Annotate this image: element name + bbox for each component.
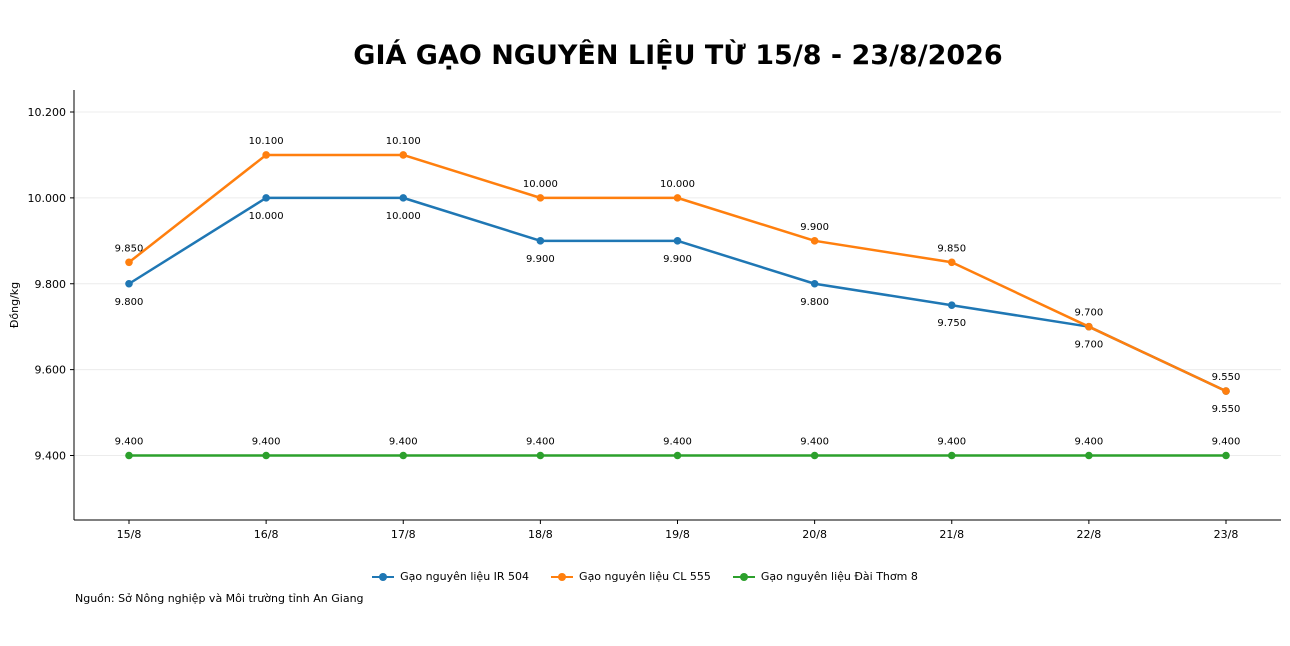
data-label: 9.850 (937, 243, 966, 254)
data-label: 10.000 (523, 179, 558, 190)
data-label: 9.550 (1212, 404, 1241, 415)
data-point (536, 451, 545, 460)
data-point (673, 194, 682, 202)
data-point (673, 451, 682, 460)
data-label: 9.400 (115, 437, 144, 448)
chart-title: GIÁ GẠO NGUYÊN LIỆU TỪ 15/8 - 23/8/2026 (353, 40, 1003, 71)
legend-label: Gạo nguyên liệu IR 504 (400, 570, 530, 583)
y-tick-label: 9.800 (35, 278, 67, 291)
data-label: 10.100 (249, 136, 284, 147)
series-line-0 (128, 196, 1227, 393)
data-label: 9.750 (937, 318, 966, 329)
data-point (810, 451, 819, 460)
data-label: 9.800 (115, 297, 144, 308)
data-label: 10.000 (660, 179, 695, 190)
data-label: 9.400 (800, 437, 829, 448)
legend-swatch (551, 571, 574, 583)
legend-item: Gạo nguyên liệu CL 555 (551, 570, 711, 583)
legend-item: Gạo nguyên liệu Đài Thơm 8 (732, 570, 918, 583)
data-label: 10.100 (386, 136, 421, 147)
source-note: Nguồn: Sở Nông nghiệp và Môi trường tỉnh… (75, 592, 364, 605)
data-label: 9.400 (252, 437, 281, 448)
series-line-1 (128, 153, 1227, 393)
data-point (673, 237, 682, 245)
legend-label: Gạo nguyên liệu CL 555 (579, 570, 711, 583)
data-label: 10.000 (249, 211, 284, 222)
data-label: 10.000 (386, 211, 421, 222)
data-label: 9.550 (1212, 372, 1241, 383)
data-point (1222, 387, 1230, 395)
data-label: 9.700 (1075, 340, 1104, 351)
x-tick-label: 18/8 (528, 528, 553, 541)
y-tick-label: 9.400 (35, 450, 67, 463)
y-tick-label: 10.000 (28, 192, 67, 205)
legend-swatch (372, 571, 395, 583)
y-axis-label: Đồng/kg (8, 282, 21, 328)
data-point (399, 151, 408, 159)
data-label: 9.400 (663, 437, 692, 448)
x-tick-label: 17/8 (391, 528, 416, 541)
legend-swatch (732, 571, 755, 583)
x-tick-label: 21/8 (939, 528, 964, 541)
data-point (399, 194, 408, 202)
data-point (947, 301, 956, 310)
data-point (536, 237, 545, 245)
x-tick-label: 22/8 (1077, 528, 1102, 541)
data-point (125, 258, 133, 267)
data-point (399, 451, 408, 460)
data-point (125, 451, 133, 460)
data-label: 9.800 (800, 297, 829, 308)
data-point (1085, 322, 1093, 331)
data-point (262, 151, 270, 159)
x-tick-label: 16/8 (254, 528, 279, 541)
data-point (947, 258, 956, 267)
data-label: 9.700 (1075, 308, 1104, 319)
data-label: 9.900 (663, 254, 692, 265)
data-point (810, 237, 819, 245)
data-point (262, 194, 270, 202)
x-tick-label: 20/8 (802, 528, 827, 541)
data-point (125, 279, 133, 288)
data-label: 9.400 (937, 437, 966, 448)
x-tick-label: 23/8 (1214, 528, 1239, 541)
data-label: 9.900 (800, 222, 829, 233)
data-point (1085, 451, 1093, 460)
legend-item: Gạo nguyên liệu IR 504 (372, 570, 529, 583)
data-point (810, 279, 819, 288)
data-label: 9.400 (1212, 437, 1241, 448)
y-tick-label: 10.200 (28, 106, 67, 119)
data-point (947, 451, 956, 460)
data-point (536, 194, 545, 202)
data-label: 9.400 (389, 437, 418, 448)
data-point (1222, 451, 1230, 460)
y-tick-label: 9.600 (35, 364, 67, 377)
data-point (262, 451, 270, 460)
data-label: 9.400 (1075, 437, 1104, 448)
data-label: 9.900 (526, 254, 555, 265)
data-label: 9.400 (526, 437, 555, 448)
data-label: 9.850 (115, 243, 144, 254)
x-tick-label: 15/8 (117, 528, 142, 541)
chart-legend: Gạo nguyên liệu IR 504 Gạo nguyên liệu CL… (0, 570, 1290, 583)
legend-label: Gạo nguyên liệu Đài Thơm 8 (760, 570, 918, 583)
x-tick-label: 19/8 (665, 528, 690, 541)
